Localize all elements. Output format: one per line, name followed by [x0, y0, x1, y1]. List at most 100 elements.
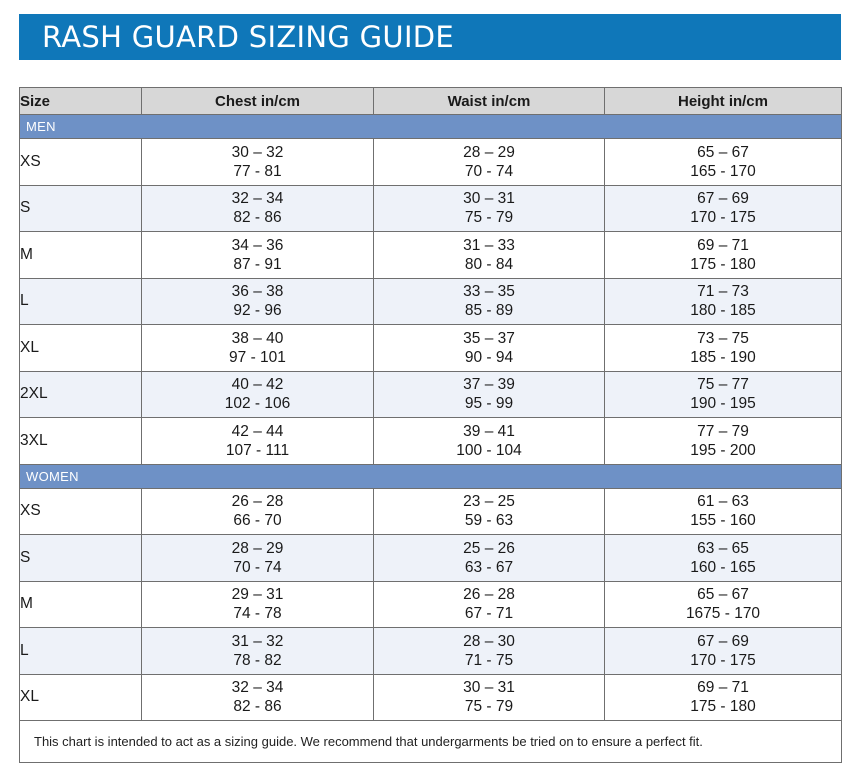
- waist-cell: 30 – 31 75 - 79: [373, 184, 605, 232]
- table-body: MEN XS 30 – 32 77 - 81 28 – 29 70 - 74 65 – 67…: [19, 114, 842, 763]
- chest-cell: 42 – 44 107 - 111: [141, 417, 374, 465]
- waist-inches: 25 – 26: [463, 539, 515, 557]
- size-cell: S: [19, 184, 142, 232]
- waist-inches: 30 – 31: [463, 190, 515, 208]
- waist-inches: 28 – 30: [463, 632, 515, 650]
- sizing-table: Size Chest in/cm Waist in/cm Height in/c…: [19, 87, 842, 763]
- chest-centimeters: 66 - 70: [233, 512, 282, 530]
- table-row: XS 30 – 32 77 - 81 28 – 29 70 - 74 65 – 67 165…: [19, 138, 842, 186]
- waist-cell: 28 – 29 70 - 74: [373, 138, 605, 186]
- chest-inches: 32 – 34: [231, 190, 284, 208]
- height-cell: 65 – 67 165 - 170: [604, 138, 842, 186]
- table-header-row: Size Chest in/cm Waist in/cm Height in/c…: [19, 87, 842, 115]
- page-title: RASH GUARD SIZING GUIDE: [42, 20, 455, 54]
- height-cell: 63 – 65 160 - 165: [604, 534, 842, 582]
- waist-inches: 26 – 28: [463, 586, 515, 604]
- waist-centimeters: 71 - 75: [464, 651, 514, 669]
- height-inches: 63 – 65: [697, 539, 749, 557]
- header-size: Size: [19, 87, 142, 115]
- height-inches: 61 – 63: [697, 493, 749, 511]
- chest-cell: 30 – 32 77 - 81: [141, 138, 374, 186]
- size-cell: S: [19, 534, 142, 582]
- height-inches: 73 – 75: [697, 329, 749, 347]
- chest-centimeters: 87 - 91: [233, 255, 282, 273]
- chest-centimeters: 97 - 101: [229, 348, 286, 366]
- waist-centimeters: 95 - 99: [464, 395, 514, 413]
- height-centimeters: 160 - 165: [690, 558, 756, 576]
- waist-cell: 25 – 26 63 - 67: [373, 534, 605, 582]
- table-row: XS 26 – 28 66 - 70 23 – 25 59 - 63 61 – 63 155…: [19, 487, 842, 535]
- chest-inches: 28 – 29: [231, 539, 284, 557]
- chest-cell: 26 – 28 66 - 70: [141, 487, 374, 535]
- waist-inches: 28 – 29: [463, 143, 515, 161]
- section-row-men: MEN: [19, 114, 842, 139]
- waist-cell: 28 – 30 71 - 75: [373, 627, 605, 675]
- waist-centimeters: 70 - 74: [464, 162, 514, 180]
- chest-inches: 38 – 40: [231, 329, 284, 347]
- height-cell: 77 – 79 195 - 200: [604, 417, 842, 465]
- height-cell: 69 – 71 175 - 180: [604, 231, 842, 279]
- chest-cell: 32 – 34 82 - 86: [141, 184, 374, 232]
- size-cell: M: [19, 231, 142, 279]
- height-cell: 61 – 63 155 - 160: [604, 487, 842, 535]
- waist-inches: 31 – 33: [463, 236, 515, 254]
- chest-cell: 32 – 34 82 - 86: [141, 673, 374, 721]
- note-row: This chart is intended to act as a sizin…: [19, 720, 842, 763]
- table-row: XL 38 – 40 97 - 101 35 – 37 90 - 94 73 – 75 18…: [19, 324, 842, 372]
- chest-inches: 34 – 36: [231, 236, 284, 254]
- size-cell: 2XL: [19, 370, 142, 418]
- height-cell: 69 – 71 175 - 180: [604, 673, 842, 721]
- chest-centimeters: 70 - 74: [233, 558, 282, 576]
- table-row: L 36 – 38 92 - 96 33 – 35 85 - 89 71 – 73 180 …: [19, 277, 842, 325]
- size-cell: XS: [19, 487, 142, 535]
- section-label: WOMEN: [19, 463, 842, 489]
- height-centimeters: 180 - 185: [690, 302, 756, 320]
- waist-cell: 31 – 33 80 - 84: [373, 231, 605, 279]
- height-cell: 71 – 73 180 - 185: [604, 277, 842, 325]
- chest-centimeters: 78 - 82: [233, 651, 282, 669]
- header-height: Height in/cm: [604, 87, 842, 115]
- height-inches: 65 – 67: [697, 143, 749, 161]
- chest-cell: 40 – 42 102 - 106: [141, 370, 374, 418]
- waist-cell: 26 – 28 67 - 71: [373, 580, 605, 628]
- table-row: XL 32 – 34 82 - 86 30 – 31 75 - 79 69 – 71 175…: [19, 673, 842, 721]
- chest-centimeters: 102 - 106: [224, 395, 291, 413]
- chest-inches: 26 – 28: [231, 493, 284, 511]
- table-row: S 28 – 29 70 - 74 25 – 26 63 - 67 63 – 65 160 …: [19, 534, 842, 582]
- table-row: M 29 – 31 74 - 78 26 – 28 67 - 71 65 – 67 1675…: [19, 580, 842, 628]
- waist-cell: 39 – 41 100 - 104: [373, 417, 605, 465]
- height-inches: 77 – 79: [697, 422, 749, 440]
- height-inches: 75 – 77: [697, 376, 749, 394]
- size-cell: 3XL: [19, 417, 142, 465]
- height-centimeters: 170 - 175: [690, 651, 756, 669]
- size-cell: L: [19, 277, 142, 325]
- waist-centimeters: 90 - 94: [464, 348, 514, 366]
- chest-centimeters: 74 - 78: [233, 605, 282, 623]
- height-cell: 67 – 69 170 - 175: [604, 184, 842, 232]
- height-inches: 69 – 71: [697, 679, 749, 697]
- chest-centimeters: 107 - 111: [225, 441, 290, 459]
- size-cell: L: [19, 627, 142, 675]
- waist-cell: 33 – 35 85 - 89: [373, 277, 605, 325]
- section-label: MEN: [19, 114, 842, 139]
- waist-centimeters: 85 - 89: [464, 302, 514, 320]
- table-row: S 32 – 34 82 - 86 30 – 31 75 - 79 67 – 69 170 …: [19, 184, 842, 232]
- chest-inches: 32 – 34: [231, 679, 284, 697]
- table-row: L 31 – 32 78 - 82 28 – 30 71 - 75 67 – 69 170 …: [19, 627, 842, 675]
- height-centimeters: 155 - 160: [690, 512, 756, 530]
- height-cell: 67 – 69 170 - 175: [604, 627, 842, 675]
- chest-cell: 28 – 29 70 - 74: [141, 534, 374, 582]
- chest-centimeters: 77 - 81: [233, 162, 282, 180]
- chest-inches: 30 – 32: [231, 143, 284, 161]
- chest-inches: 40 – 42: [231, 376, 284, 394]
- header-waist: Waist in/cm: [373, 87, 605, 115]
- table-row: M 34 – 36 87 - 91 31 – 33 80 - 84 69 – 71 175 …: [19, 231, 842, 279]
- chest-centimeters: 82 - 86: [233, 698, 282, 716]
- height-inches: 65 – 67: [697, 586, 749, 604]
- waist-centimeters: 75 - 79: [464, 209, 514, 227]
- waist-inches: 37 – 39: [463, 376, 515, 394]
- size-cell: XL: [19, 673, 142, 721]
- waist-inches: 23 – 25: [463, 493, 515, 511]
- section-row-women: WOMEN: [19, 463, 842, 489]
- table-row: 2XL 40 – 42 102 - 106 37 – 39 95 - 99 75 – 77…: [19, 370, 842, 418]
